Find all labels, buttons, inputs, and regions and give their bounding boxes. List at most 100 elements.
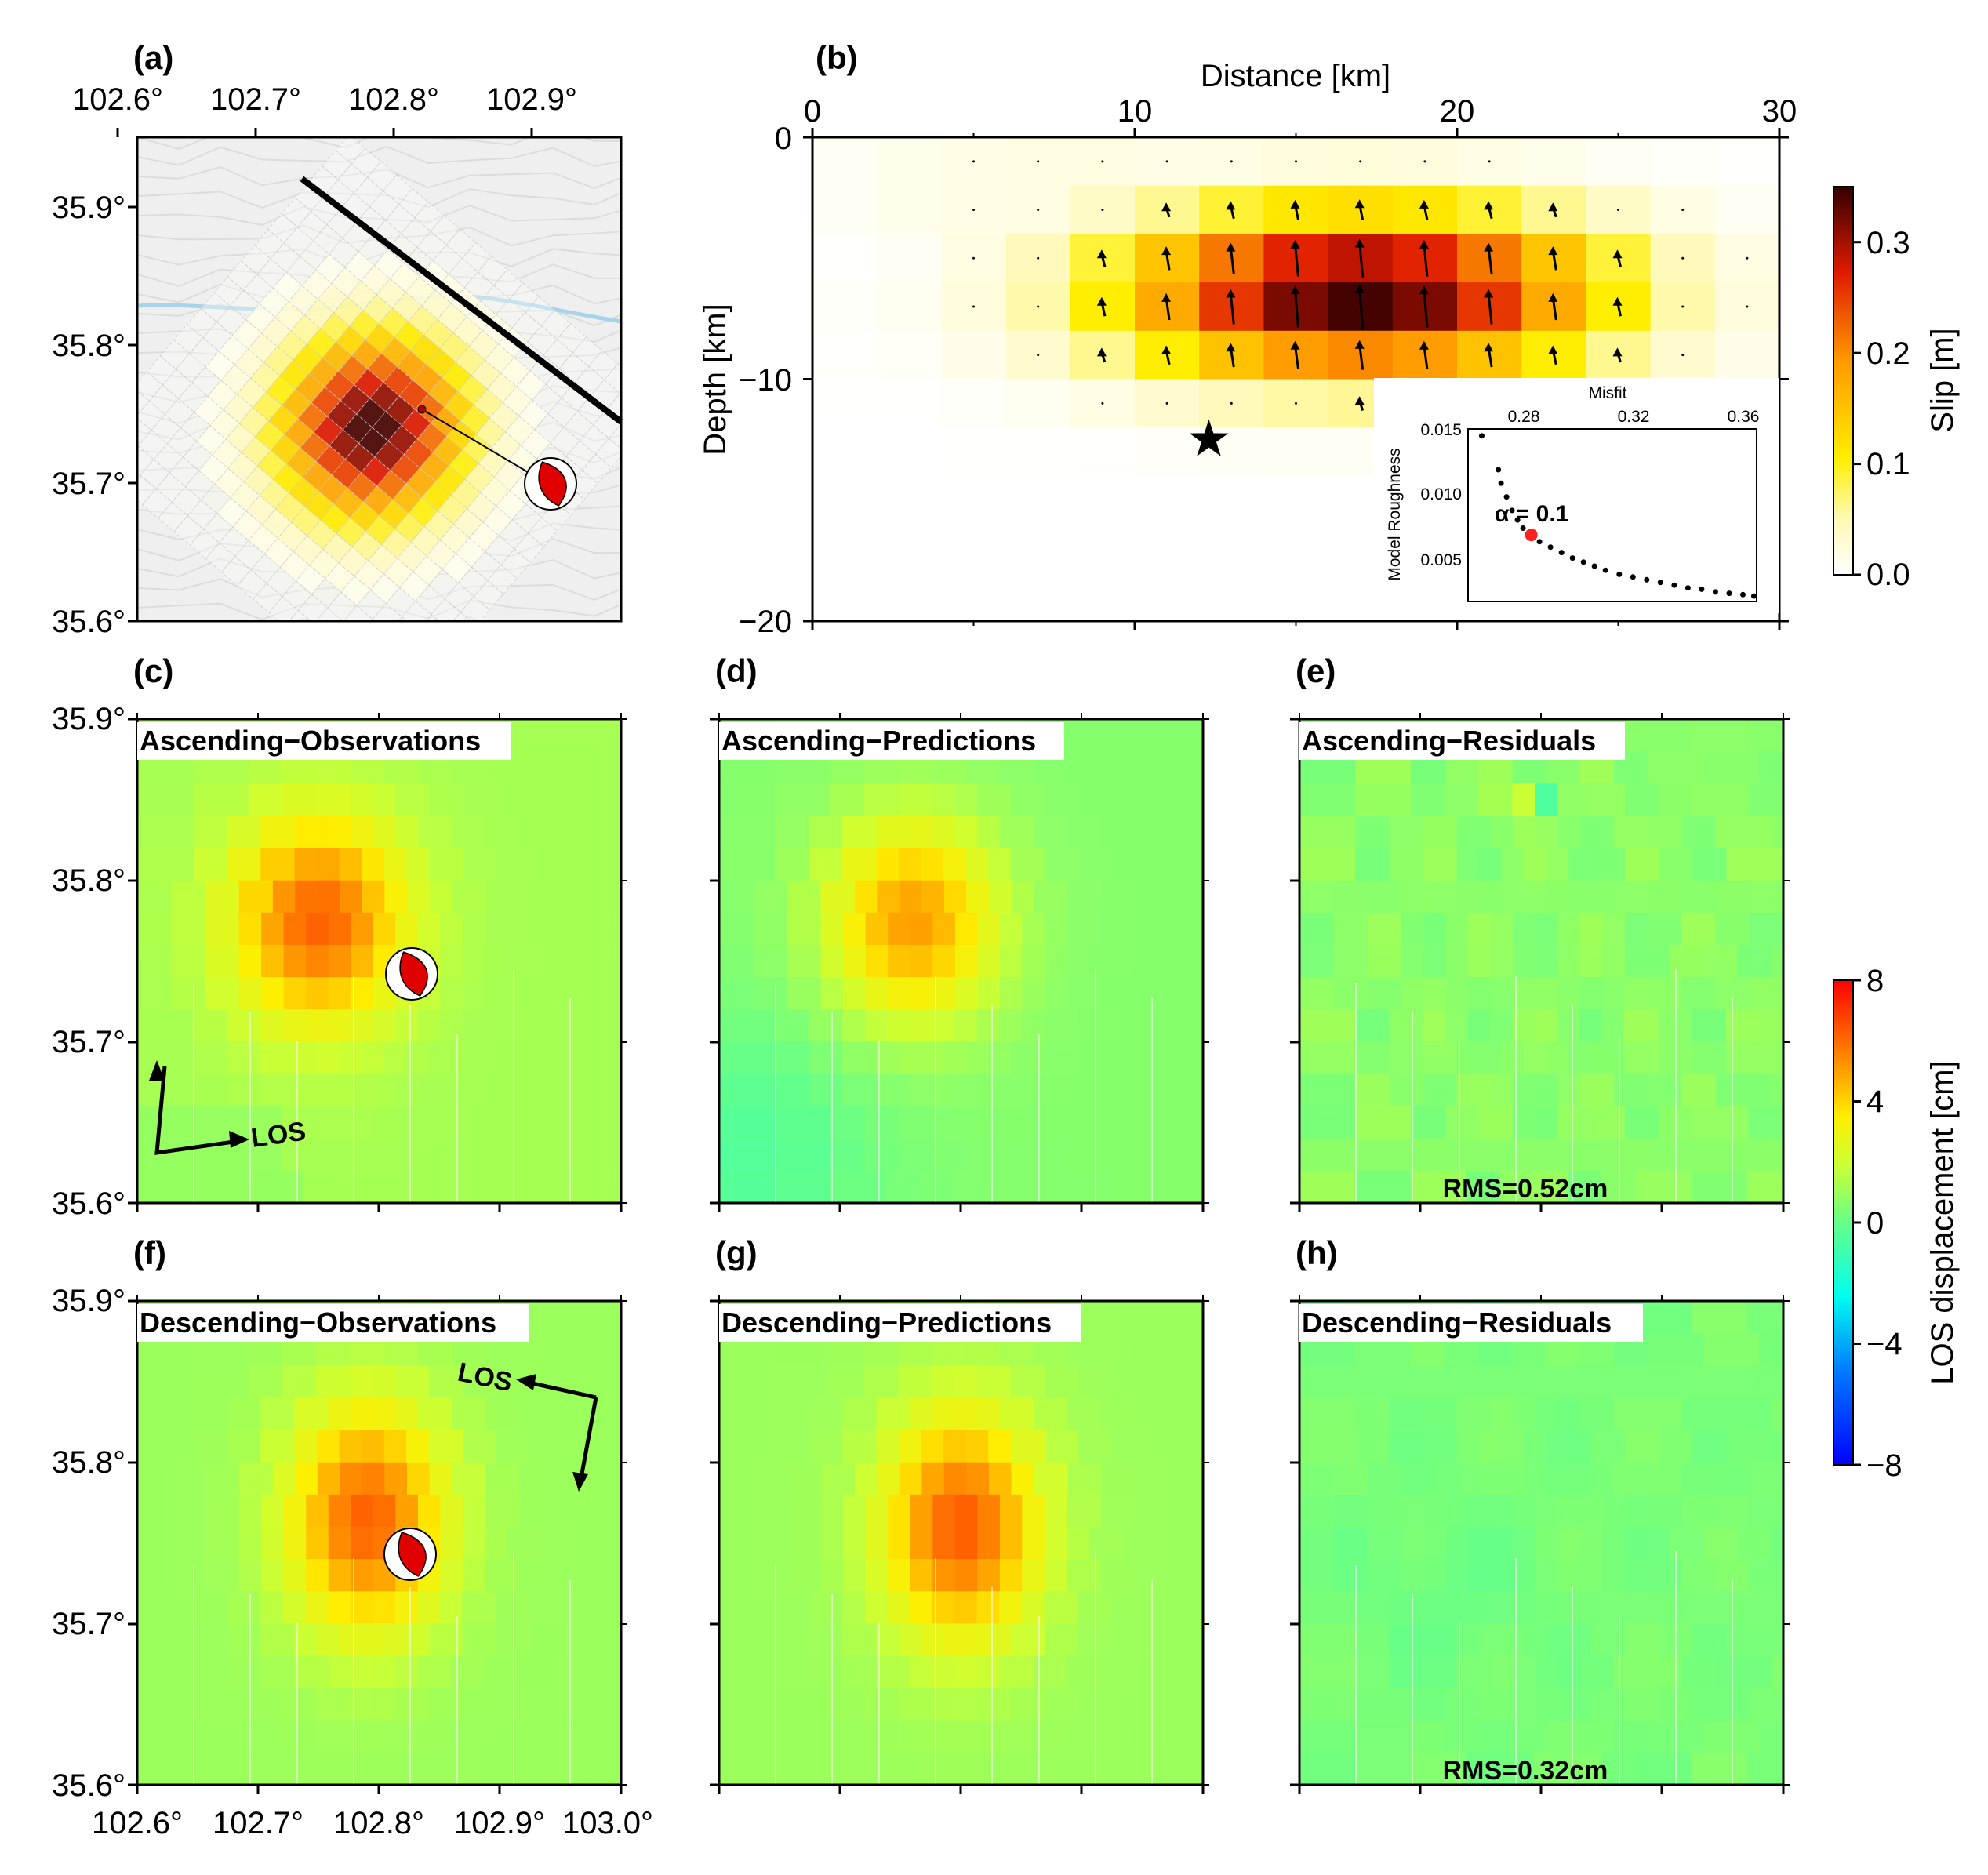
panel-a-frame — [136, 136, 623, 623]
slip-vector — [1294, 244, 1299, 277]
los-data-patch — [1513, 1559, 1536, 1592]
los-data-patch — [373, 912, 396, 946]
los-data-patch — [1479, 1462, 1503, 1495]
los-data-patch — [719, 1430, 776, 1463]
los-data-patch — [1101, 1397, 1136, 1431]
los-data-patch — [921, 1041, 944, 1074]
los-data-patch — [227, 1074, 261, 1107]
los-data-patch — [854, 880, 878, 914]
los-data-patch — [753, 977, 787, 1010]
los-data-patch — [809, 816, 843, 849]
los-data-patch — [1168, 1494, 1203, 1528]
los-data-patch — [1579, 977, 1603, 1010]
los-data-patch — [462, 1430, 497, 1463]
inset-x-tick: 0.32 — [1618, 408, 1650, 426]
slip-vector-head — [1419, 285, 1429, 295]
los-data-patch — [1681, 1397, 1717, 1431]
x-axis-title: Distance [km] — [1201, 59, 1390, 93]
slip-patch — [420, 644, 449, 673]
los-data-patch — [248, 1688, 283, 1721]
los-data-patch — [1715, 880, 1750, 914]
los-data-patch — [383, 1720, 419, 1753]
los-data-patch — [921, 880, 945, 914]
los-data-patch — [719, 1138, 776, 1172]
los-data-patch — [530, 1106, 587, 1139]
los-data-patch — [518, 912, 554, 946]
los-data-patch — [384, 880, 408, 914]
slip-vector-head — [1290, 285, 1300, 295]
los-data-patch — [261, 944, 285, 978]
terrain-ridge — [137, 187, 621, 209]
slip-vector-dot — [1681, 354, 1685, 357]
los-data-patch — [238, 1462, 274, 1495]
los-data-patch — [586, 1688, 622, 1721]
los-data-patch — [1490, 1074, 1514, 1107]
los-data-patch — [1681, 1559, 1716, 1592]
l-curve-point — [1602, 567, 1608, 573]
los-data-patch — [373, 783, 396, 816]
los-data-patch — [282, 1688, 317, 1721]
slip-vector-head — [1161, 246, 1172, 256]
panel-d-title-box — [719, 722, 1064, 760]
l-curve-point — [1496, 467, 1502, 473]
los-data-patch — [1579, 1559, 1603, 1592]
los-data-patch — [1355, 816, 1390, 849]
los-data-patch — [1468, 1559, 1492, 1592]
los-data-patch — [719, 1494, 754, 1528]
los-data-patch — [362, 880, 385, 914]
lat-tick-label: 35.8° — [52, 329, 125, 363]
los-data-patch — [584, 719, 622, 752]
los-data-patch — [541, 1138, 598, 1172]
los-data-patch — [340, 880, 363, 914]
inset-frame — [1467, 428, 1757, 602]
los-data-patch — [328, 1526, 351, 1560]
los-data-patch — [954, 1009, 978, 1042]
los-data-patch — [1748, 1106, 1784, 1139]
los-data-patch — [775, 1138, 831, 1172]
los-data-patch — [865, 1559, 889, 1592]
los-data-patch — [719, 848, 776, 881]
los-data-patch — [1355, 1365, 1412, 1398]
slip-patch — [370, 618, 376, 621]
l-curve-point — [1685, 585, 1691, 591]
los-data-patch — [1479, 848, 1503, 881]
los-data-patch — [317, 1623, 340, 1656]
focal-mechanism-beachball — [385, 947, 438, 1001]
panel-c-title-box — [137, 722, 511, 760]
los-data-patch — [405, 1170, 441, 1204]
los-data-patch — [519, 816, 554, 849]
los-data-patch — [587, 1462, 622, 1495]
los-data-patch — [306, 944, 329, 978]
lon-tick-label: 102.8° — [348, 82, 439, 117]
los-data-patch — [1468, 944, 1492, 978]
los-data-patch — [373, 816, 396, 849]
los-data-patch — [283, 1494, 307, 1528]
beachball-compressional-quadrant — [398, 1532, 427, 1577]
los-data-patch — [1423, 1655, 1458, 1689]
los-data-patch — [394, 1009, 418, 1042]
los-data-patch — [1467, 1591, 1491, 1624]
los-data-patch — [584, 1170, 622, 1204]
slip-patch — [1714, 330, 1779, 380]
los-data-patch — [842, 1397, 878, 1431]
los-data-patch — [1355, 1591, 1390, 1624]
slip-vector — [1358, 344, 1365, 370]
los-data-patch — [1512, 1138, 1547, 1172]
los-data-patch — [1749, 912, 1783, 946]
los-data-patch — [316, 1138, 351, 1172]
los-data-patch — [261, 1526, 285, 1560]
selected-alpha-point — [1525, 529, 1538, 542]
slip-patch — [941, 330, 1007, 380]
los-data-patch — [719, 1365, 776, 1398]
slip-vector-head — [1096, 347, 1107, 357]
los-data-patch — [373, 1009, 396, 1042]
los-data-patch — [485, 1462, 520, 1495]
los-data-patch — [518, 1559, 554, 1592]
los-data-patch — [1703, 751, 1760, 784]
panel-c-title: Ascending−Observations — [140, 725, 481, 757]
los-data-patch — [1355, 1430, 1390, 1463]
slip-vector — [1487, 293, 1493, 325]
los-data-patch — [1355, 1009, 1390, 1042]
los-data-patch — [775, 1009, 809, 1042]
los-data-patch — [485, 1655, 520, 1689]
